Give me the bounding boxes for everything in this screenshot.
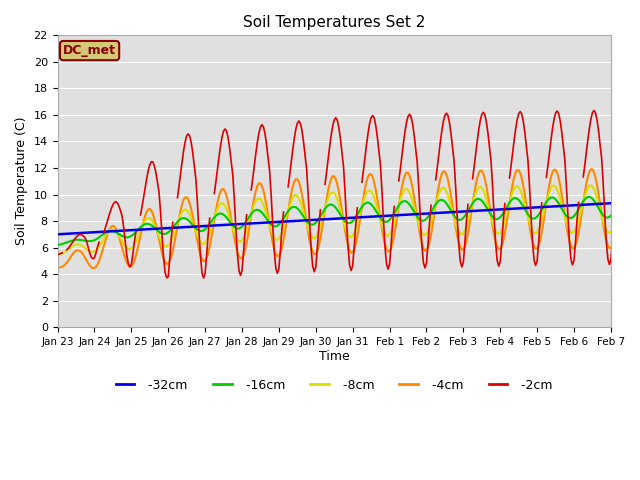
Y-axis label: Soil Temperature (C): Soil Temperature (C) bbox=[15, 117, 28, 245]
Legend:  -32cm,  -16cm,  -8cm,  -4cm,  -2cm: -32cm, -16cm, -8cm, -4cm, -2cm bbox=[111, 374, 558, 397]
Text: DC_met: DC_met bbox=[63, 44, 116, 57]
X-axis label: Time: Time bbox=[319, 349, 349, 363]
Title: Soil Temperatures Set 2: Soil Temperatures Set 2 bbox=[243, 15, 426, 30]
